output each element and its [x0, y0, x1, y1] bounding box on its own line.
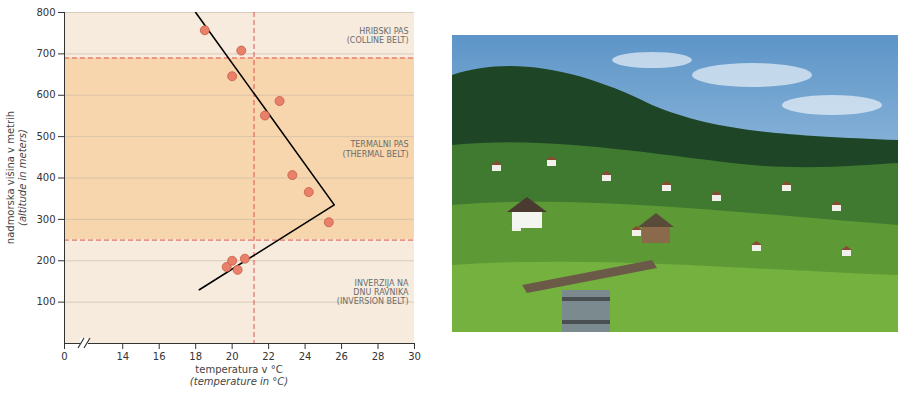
- svg-text:0: 0: [61, 351, 67, 362]
- svg-text:14: 14: [116, 351, 129, 362]
- svg-text:300: 300: [36, 214, 55, 225]
- svg-text:800: 800: [36, 7, 55, 18]
- svg-text:30: 30: [408, 351, 421, 362]
- svg-text:100: 100: [36, 296, 55, 307]
- svg-text:(altitude in meters): (altitude in meters): [17, 129, 28, 226]
- svg-text:TERMALNI PAS(THERMAL BELT): TERMALNI PAS(THERMAL BELT): [343, 140, 409, 158]
- svg-text:(temperature in °C): (temperature in °C): [190, 376, 288, 387]
- svg-text:nadmorska višina v metrih: nadmorska višina v metrih: [5, 111, 16, 244]
- svg-text:26: 26: [335, 351, 348, 362]
- svg-text:18: 18: [189, 351, 202, 362]
- svg-text:INVERZIJA NADNU RAVNIKA(INVERS: INVERZIJA NADNU RAVNIKA(INVERSION BELT): [337, 279, 409, 306]
- svg-text:24: 24: [299, 351, 312, 362]
- svg-text:22: 22: [262, 351, 275, 362]
- svg-text:temperatura v °C: temperatura v °C: [195, 364, 282, 375]
- svg-text:200: 200: [36, 255, 55, 266]
- svg-text:HRIBSKI PAS(COLLINE BELT): HRIBSKI PAS(COLLINE BELT): [347, 27, 409, 45]
- svg-text:400: 400: [36, 172, 55, 183]
- svg-text:600: 600: [36, 89, 55, 100]
- svg-text:20: 20: [226, 351, 239, 362]
- svg-text:500: 500: [36, 131, 55, 142]
- svg-text:700: 700: [36, 48, 55, 59]
- svg-text:28: 28: [372, 351, 385, 362]
- svg-text:16: 16: [153, 351, 166, 362]
